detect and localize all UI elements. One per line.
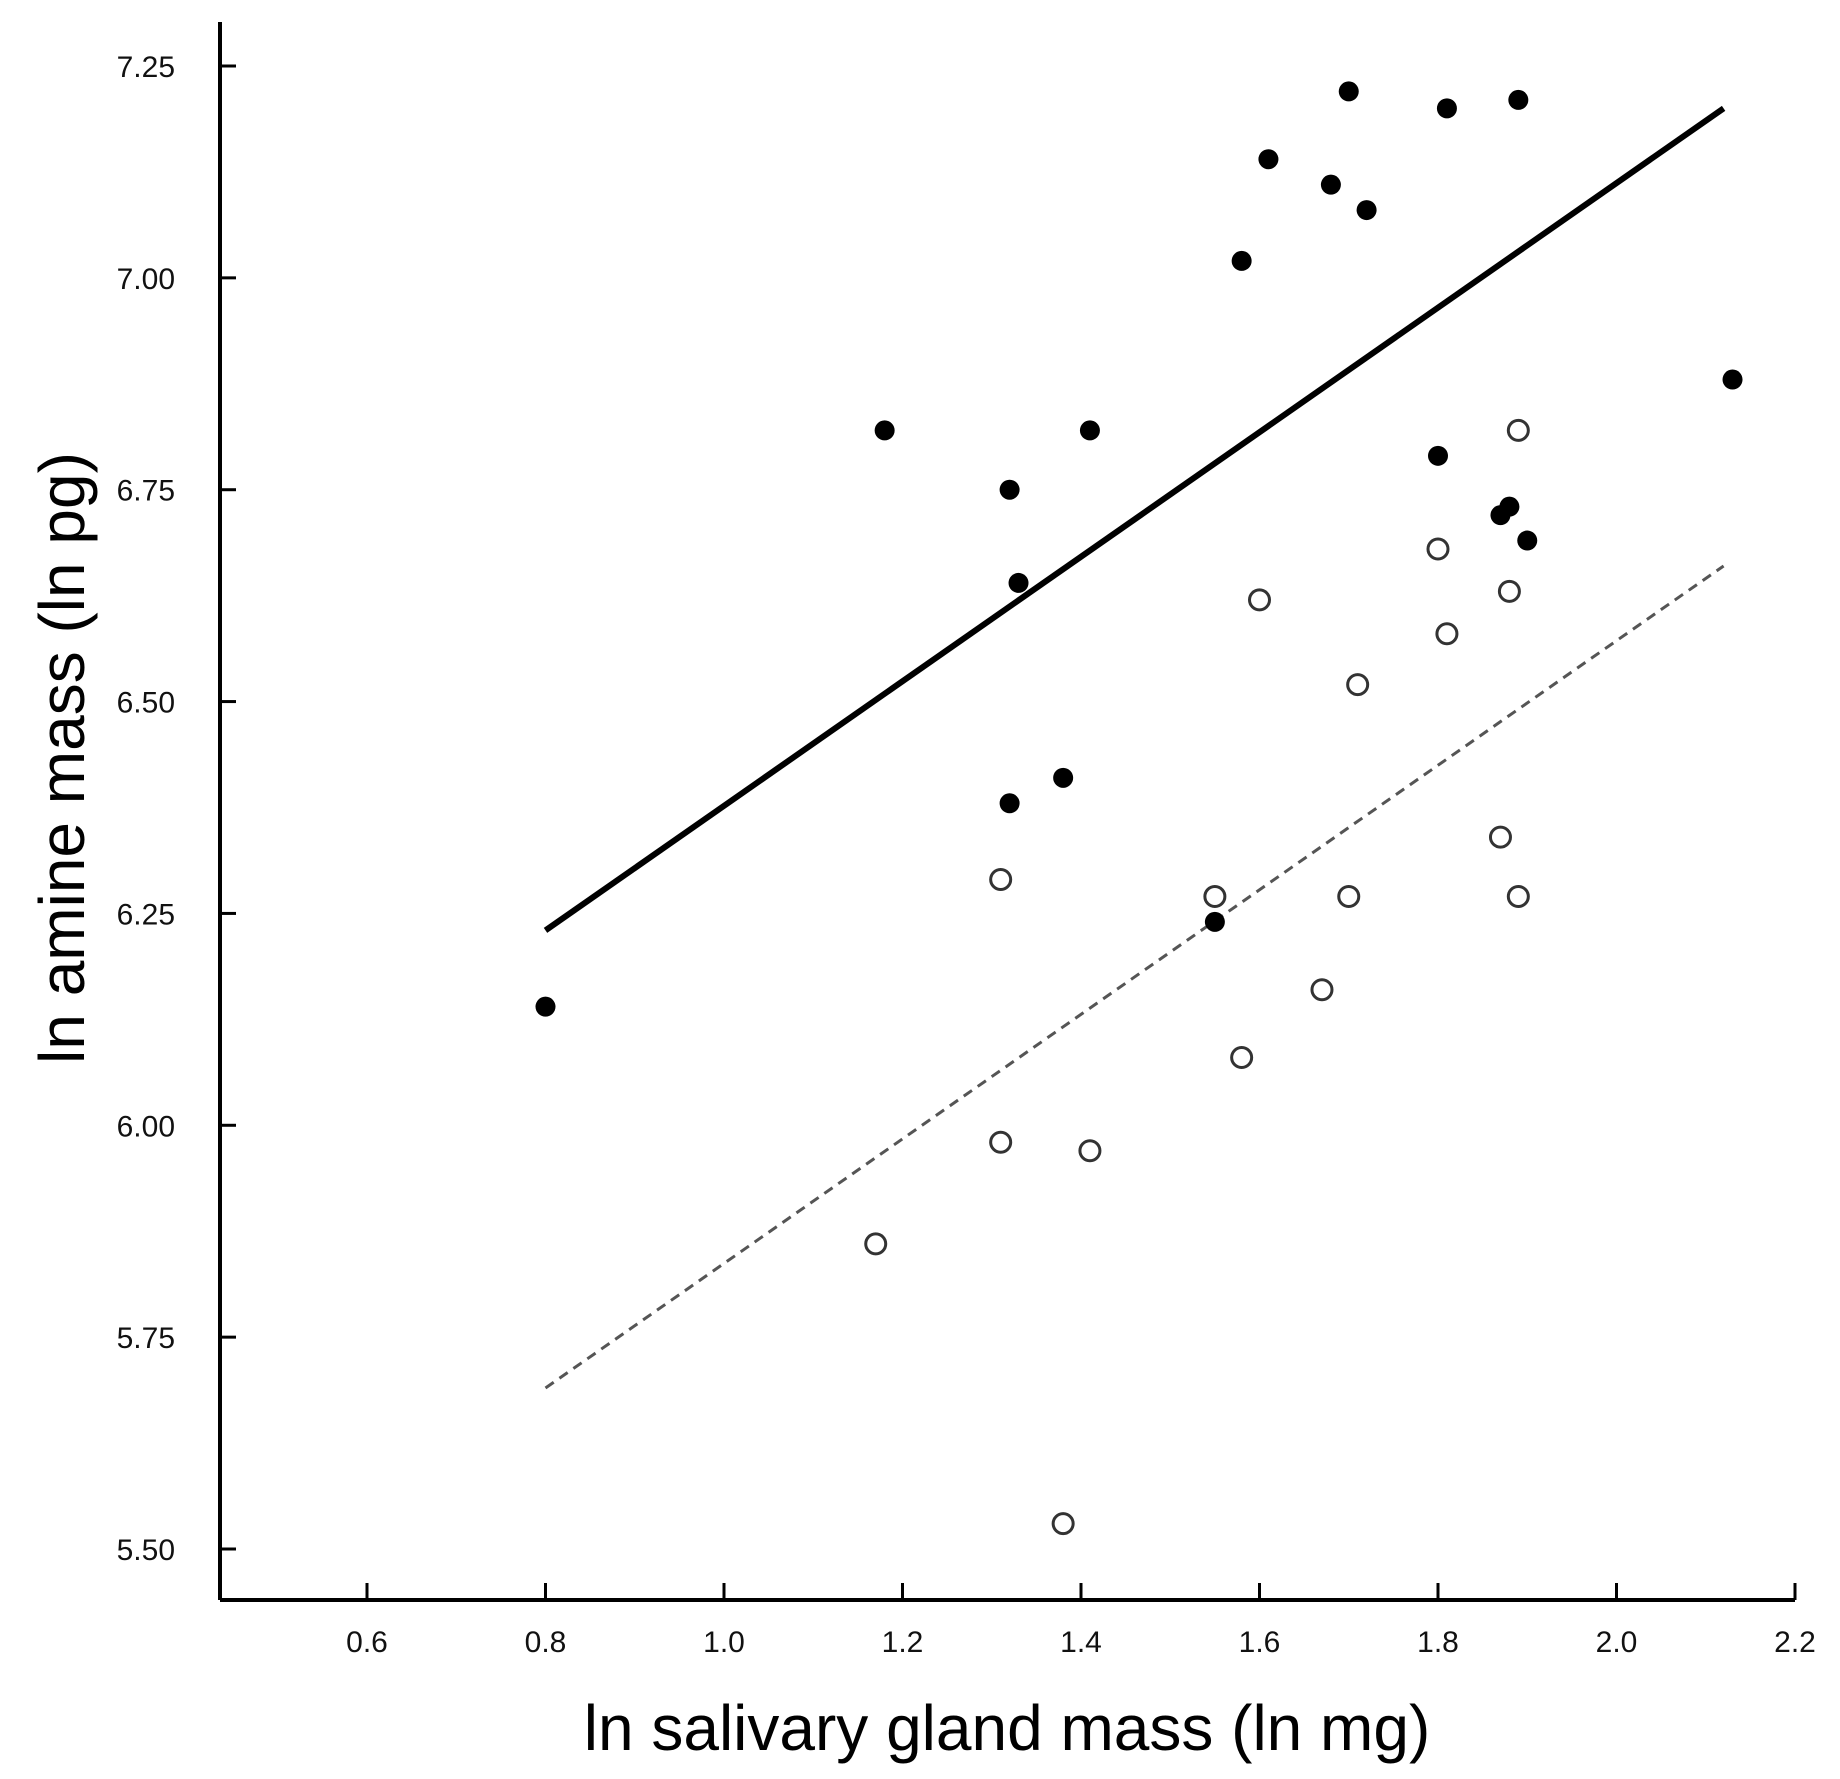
filled-data-point bbox=[1338, 81, 1359, 102]
filled-data-point bbox=[1499, 496, 1520, 517]
x-tick-label: 2.0 bbox=[1596, 1626, 1638, 1659]
y-tick-label: 6.50 bbox=[117, 687, 175, 720]
filled-data-point bbox=[1517, 530, 1538, 551]
filled-data-point bbox=[1508, 89, 1529, 110]
filled-data-point bbox=[1204, 911, 1225, 932]
filled-data-point bbox=[1722, 369, 1743, 390]
open-data-point bbox=[1310, 978, 1334, 1002]
filled-data-point bbox=[1079, 420, 1100, 441]
filled-data-point bbox=[874, 420, 895, 441]
open-data-point bbox=[1230, 1045, 1254, 1069]
open-data-point bbox=[1426, 537, 1450, 561]
open-data-point bbox=[1506, 418, 1530, 442]
y-axis-title: ln amine mass (ln pg) bbox=[26, 452, 98, 1064]
open-data-point bbox=[1435, 622, 1459, 646]
x-axis-title: ln salivary gland mass (ln mg) bbox=[584, 1692, 1431, 1764]
open-data-point bbox=[989, 868, 1013, 892]
y-tick-label: 6.25 bbox=[117, 898, 175, 931]
y-axis-ticks: 5.50 5.75 6.00 6.25 6.50 6.75 7.00 7.25 bbox=[117, 51, 236, 1567]
x-tick-label: 0.8 bbox=[525, 1626, 567, 1659]
x-tick-label: 1.2 bbox=[882, 1626, 924, 1659]
y-tick-label: 5.50 bbox=[117, 1534, 175, 1567]
open-data-point bbox=[1078, 1139, 1102, 1163]
open-data-point bbox=[1337, 884, 1361, 908]
filled-data-point bbox=[535, 996, 556, 1017]
filled-regression-line bbox=[543, 105, 1726, 933]
open-data-point bbox=[989, 1130, 1013, 1154]
filled-data-point bbox=[999, 793, 1020, 814]
filled-data-point bbox=[1258, 149, 1279, 170]
x-tick-label: 1.8 bbox=[1417, 1626, 1459, 1659]
open-data-point bbox=[864, 1232, 888, 1256]
open-data-point bbox=[1248, 588, 1271, 612]
filled-data-point bbox=[1008, 572, 1029, 593]
filled-data-point bbox=[1320, 174, 1341, 195]
open-regression-line bbox=[544, 564, 1725, 1390]
plot-area bbox=[535, 81, 1743, 1536]
open-data-point bbox=[1488, 825, 1512, 849]
y-tick-label: 6.00 bbox=[117, 1110, 175, 1143]
filled-data-point bbox=[1356, 200, 1377, 221]
y-tick-label: 5.75 bbox=[117, 1322, 175, 1355]
open-data-point bbox=[1497, 579, 1521, 603]
open-data-point bbox=[1346, 673, 1370, 697]
y-tick-label: 6.75 bbox=[117, 475, 175, 508]
open-data-point bbox=[1203, 884, 1227, 908]
filled-data-point bbox=[1436, 98, 1457, 119]
x-tick-label: 1.4 bbox=[1060, 1626, 1102, 1659]
x-axis-ticks: 0.6 0.8 1.0 1.2 1.4 1.6 1.8 2.0 2.2 bbox=[346, 1583, 1816, 1659]
filled-data-point bbox=[1231, 250, 1252, 271]
open-data-point bbox=[1506, 884, 1530, 908]
x-tick-label: 1.0 bbox=[703, 1626, 745, 1659]
x-tick-label: 1.6 bbox=[1239, 1626, 1281, 1659]
y-tick-label: 7.25 bbox=[117, 51, 175, 84]
y-tick-label: 7.00 bbox=[117, 263, 175, 296]
filled-data-point bbox=[1053, 767, 1074, 788]
x-tick-label: 0.6 bbox=[346, 1626, 388, 1659]
filled-data-point bbox=[999, 479, 1020, 500]
open-data-point bbox=[1051, 1512, 1075, 1536]
filled-data-point bbox=[1428, 445, 1448, 466]
x-tick-label: 2.2 bbox=[1774, 1626, 1816, 1659]
